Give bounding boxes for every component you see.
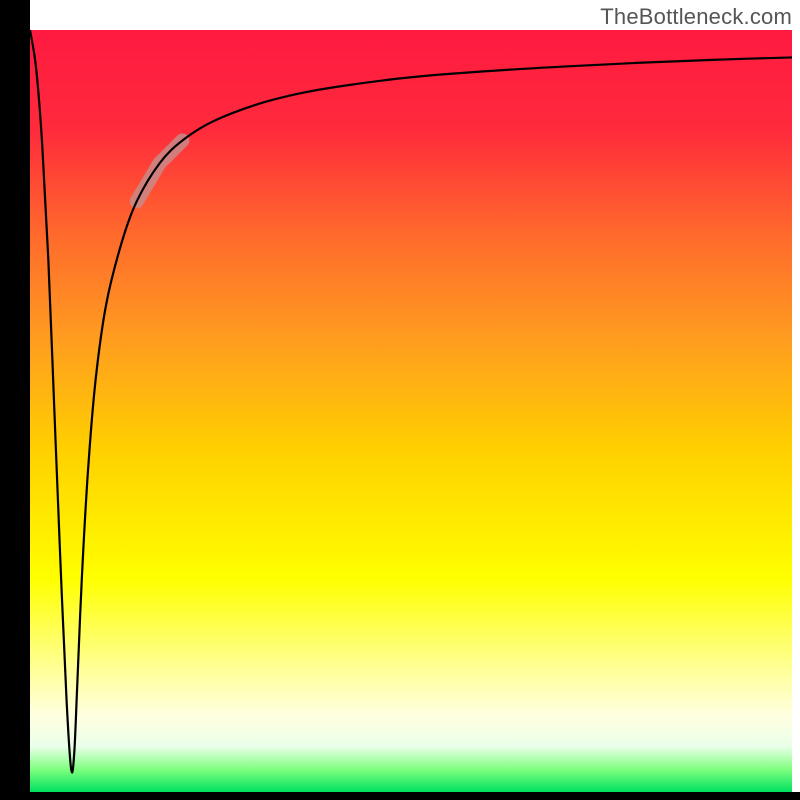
axis-left bbox=[0, 0, 30, 800]
attribution-label: TheBottleneck.com bbox=[600, 4, 792, 30]
chart-canvas bbox=[0, 0, 800, 800]
axis-bottom bbox=[0, 792, 800, 800]
bottleneck-chart: TheBottleneck.com bbox=[0, 0, 800, 800]
plot-background bbox=[30, 30, 792, 792]
